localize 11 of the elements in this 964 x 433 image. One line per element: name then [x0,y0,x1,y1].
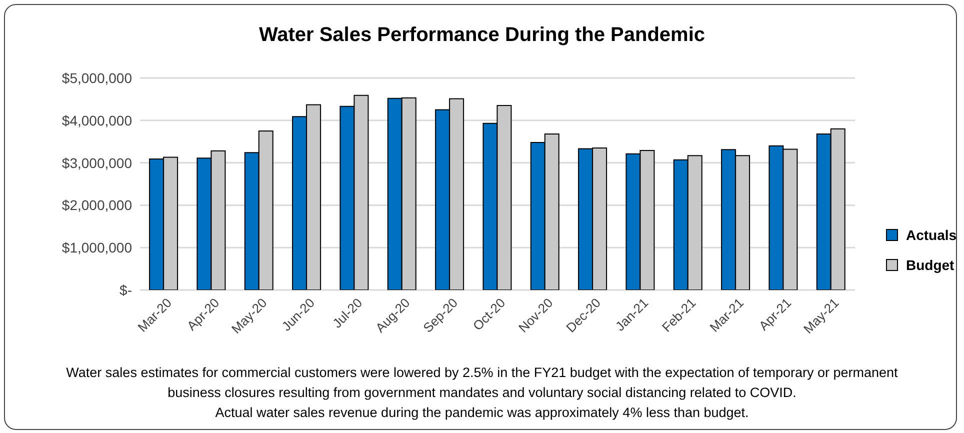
y-tick-label: $2,000,000 [62,197,132,214]
y-tick-label: $1,000,000 [62,240,132,256]
legend-label: Budget [906,257,954,273]
chart-title: Water Sales Performance During the Pandemic [258,24,706,47]
y-tick-label: $- [120,282,132,298]
text: Water sales estimates for commercial customers were lowered by 2.5% in the FY21 budget with the expectation of temporary or permanent business closures resulting from government mandates and voluntary social distancing related to COVID. [65,364,899,402]
y-tick-label: $4,000,000 [62,112,132,128]
text: Actual water sales revenue during the pandemic was approximately 4% less than budget. [214,404,750,422]
y-tick-label: $3,000,000 [62,154,132,171]
legend-label: Actuals [906,227,957,243]
y-tick-label: $5,000,000 [62,70,132,86]
